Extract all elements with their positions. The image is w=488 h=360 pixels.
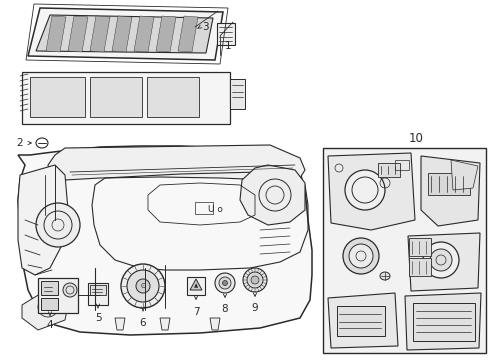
Polygon shape xyxy=(22,285,70,330)
Bar xyxy=(30,77,85,117)
Bar xyxy=(88,283,108,305)
Text: 4: 4 xyxy=(46,320,53,330)
Polygon shape xyxy=(48,145,305,180)
Bar xyxy=(229,79,244,109)
Text: 10: 10 xyxy=(408,132,423,145)
Polygon shape xyxy=(36,15,213,53)
Ellipse shape xyxy=(379,272,389,280)
Polygon shape xyxy=(112,16,132,52)
Circle shape xyxy=(246,272,263,288)
Polygon shape xyxy=(327,153,414,230)
Bar xyxy=(195,202,213,214)
Text: 7: 7 xyxy=(192,307,199,317)
Polygon shape xyxy=(209,318,220,330)
Polygon shape xyxy=(18,165,68,275)
Circle shape xyxy=(342,238,378,274)
Polygon shape xyxy=(407,233,479,291)
Text: 9: 9 xyxy=(251,303,258,313)
Polygon shape xyxy=(404,293,480,350)
Circle shape xyxy=(429,249,451,271)
Circle shape xyxy=(127,270,159,302)
Polygon shape xyxy=(190,279,202,290)
Text: ʘ: ʘ xyxy=(140,283,145,289)
Polygon shape xyxy=(327,293,397,348)
Circle shape xyxy=(422,242,458,278)
Circle shape xyxy=(136,279,150,293)
Polygon shape xyxy=(115,318,125,330)
Polygon shape xyxy=(156,16,176,52)
Text: U o: U o xyxy=(207,206,222,215)
Polygon shape xyxy=(420,156,479,226)
Text: 3: 3 xyxy=(201,22,208,32)
Circle shape xyxy=(36,203,80,247)
Bar xyxy=(377,163,399,177)
Text: 1: 1 xyxy=(224,41,231,51)
Circle shape xyxy=(63,283,77,297)
Bar xyxy=(90,77,142,117)
Circle shape xyxy=(348,244,372,268)
Polygon shape xyxy=(450,160,477,190)
Text: 2: 2 xyxy=(17,138,23,148)
Bar xyxy=(427,173,469,195)
Bar xyxy=(38,278,78,313)
Bar xyxy=(186,277,204,295)
Circle shape xyxy=(222,280,227,285)
Text: ▲: ▲ xyxy=(193,284,198,288)
Text: 8: 8 xyxy=(221,304,228,314)
Polygon shape xyxy=(134,16,154,52)
Polygon shape xyxy=(46,16,66,52)
Polygon shape xyxy=(28,8,223,60)
Bar xyxy=(408,258,430,276)
Bar xyxy=(41,281,58,295)
Bar xyxy=(147,77,199,117)
Circle shape xyxy=(121,264,164,308)
Circle shape xyxy=(243,268,266,292)
Circle shape xyxy=(345,170,384,210)
Bar xyxy=(22,72,229,124)
Bar xyxy=(90,285,106,295)
Circle shape xyxy=(219,277,230,289)
Polygon shape xyxy=(90,16,110,52)
Bar xyxy=(412,303,474,341)
Bar xyxy=(408,238,430,256)
Circle shape xyxy=(250,276,259,284)
Circle shape xyxy=(215,273,235,293)
Polygon shape xyxy=(68,16,88,52)
Polygon shape xyxy=(178,16,198,52)
Polygon shape xyxy=(240,165,305,225)
Bar xyxy=(217,23,235,45)
Polygon shape xyxy=(18,146,311,335)
Text: 6: 6 xyxy=(140,318,146,328)
Bar xyxy=(394,160,408,170)
Text: 5: 5 xyxy=(95,313,101,323)
Polygon shape xyxy=(160,318,170,330)
Bar xyxy=(323,148,485,353)
Bar xyxy=(336,306,384,336)
Bar xyxy=(41,298,58,310)
